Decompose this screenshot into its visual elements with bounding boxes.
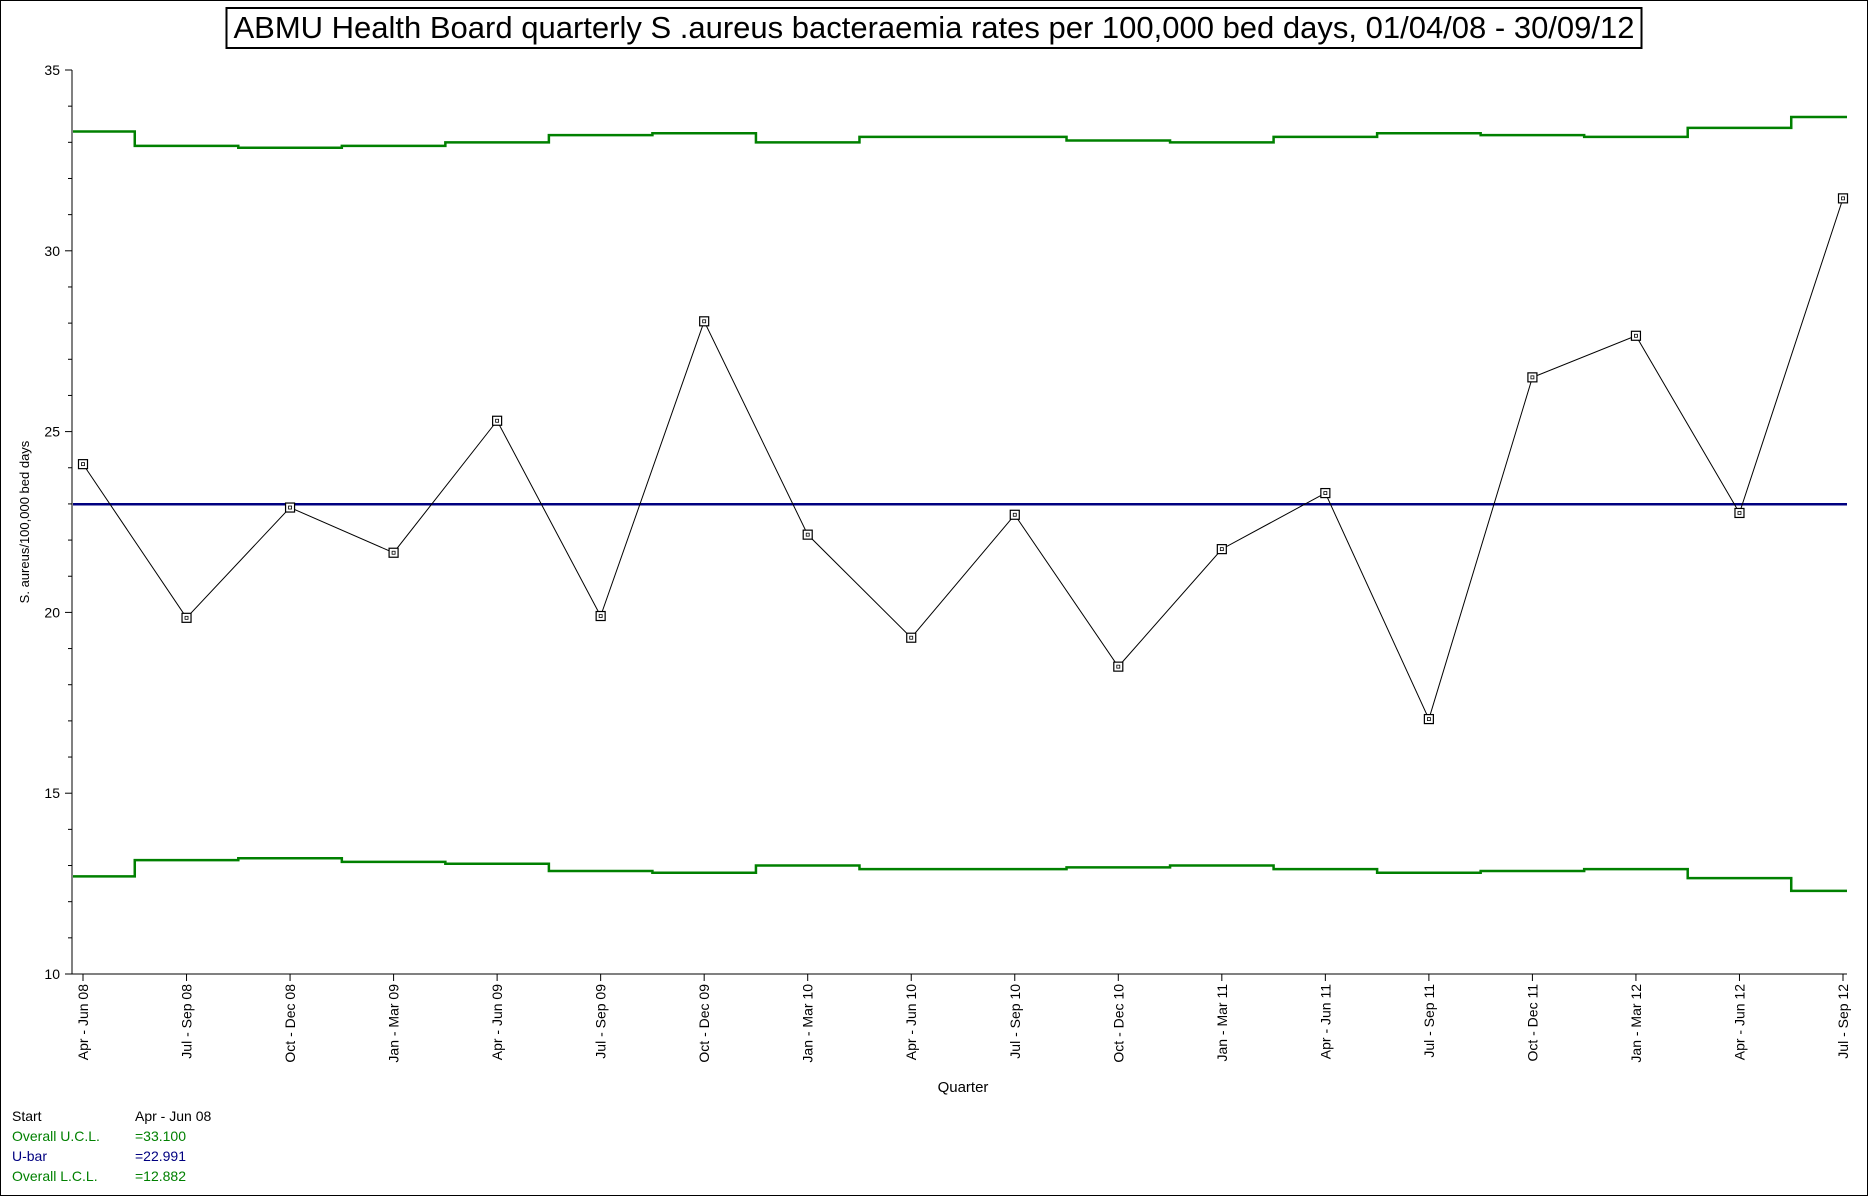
x-tick-label: Oct - Dec 09 bbox=[696, 984, 712, 1063]
x-tick-label: Apr - Jun 10 bbox=[903, 984, 919, 1060]
footer-start: Start Apr - Jun 08 bbox=[12, 1108, 211, 1124]
data-point-marker-inner bbox=[1012, 512, 1017, 517]
y-tick-label: 30 bbox=[44, 243, 60, 259]
data-point-marker bbox=[1113, 661, 1124, 672]
data-point-marker-inner bbox=[702, 319, 707, 324]
x-tick-label: Jul - Sep 09 bbox=[593, 984, 609, 1059]
data-point-marker bbox=[699, 316, 710, 327]
data-point-marker bbox=[1527, 372, 1538, 383]
x-tick-label: Jul - Sep 12 bbox=[1835, 984, 1851, 1059]
footer-lcl-value: =12.882 bbox=[135, 1168, 186, 1184]
data-point-marker bbox=[284, 502, 296, 513]
upper-control-limit-line bbox=[73, 115, 1847, 149]
footer-lcl-label: Overall L.C.L. bbox=[12, 1168, 98, 1184]
data-point-marker-inner bbox=[288, 505, 292, 510]
data-point-marker-inner bbox=[598, 614, 603, 618]
x-axis-label: Quarter bbox=[938, 1079, 989, 1096]
x-tick-label: Jul - Sep 08 bbox=[179, 984, 195, 1059]
data-point-marker bbox=[1216, 544, 1227, 555]
footer-start-value: Apr - Jun 08 bbox=[135, 1108, 212, 1124]
x-tick-label: Jul - Sep 11 bbox=[1421, 984, 1437, 1058]
data-point-marker bbox=[77, 459, 89, 470]
y-tick-label: 35 bbox=[44, 62, 60, 78]
data-point-marker-inner bbox=[1737, 511, 1742, 515]
data-series bbox=[77, 193, 1849, 725]
x-tick-label: Apr - Jun 08 bbox=[75, 984, 91, 1060]
x-tick-label: Apr - Jun 09 bbox=[489, 984, 505, 1060]
y-tick-label: 20 bbox=[44, 604, 60, 620]
footer-ucl: Overall U.C.L. =33.100 bbox=[12, 1128, 186, 1144]
footer-ubar-value: =22.991 bbox=[135, 1148, 186, 1164]
x-tick-label: Jan - Mar 09 bbox=[386, 984, 402, 1063]
data-point-marker-inner bbox=[1634, 333, 1638, 338]
y-axis-label: S. aureus/100,000 bed days bbox=[17, 440, 32, 603]
y-tick-label: 10 bbox=[44, 966, 60, 982]
data-point-marker-inner bbox=[391, 550, 396, 555]
y-tick-label: 15 bbox=[44, 785, 60, 801]
data-point-marker bbox=[492, 415, 503, 426]
data-point-marker bbox=[1320, 487, 1331, 499]
footer-ucl-label: Overall U.C.L. bbox=[12, 1128, 100, 1144]
chart-title: ABMU Health Board quarterly S .aureus ba… bbox=[233, 10, 1634, 45]
x-tick-label: Oct - Dec 08 bbox=[282, 984, 298, 1063]
x-tick-label: Jan - Mar 12 bbox=[1628, 984, 1644, 1063]
chart-title-group: ABMU Health Board quarterly S .aureus ba… bbox=[225, 7, 1643, 49]
data-point-marker-inner bbox=[81, 462, 85, 467]
x-tick-label: Oct - Dec 11 bbox=[1524, 984, 1540, 1062]
footer-ubar-label: U-bar bbox=[12, 1148, 48, 1164]
footer-ubar: U-bar =22.991 bbox=[12, 1148, 186, 1164]
control-limits bbox=[73, 115, 1847, 893]
data-series-line bbox=[82, 198, 1844, 721]
data-point-marker-inner bbox=[1530, 375, 1535, 380]
data-point-marker bbox=[1009, 509, 1020, 520]
data-point-marker-inner bbox=[805, 532, 810, 537]
data-point-marker-inner bbox=[1323, 491, 1328, 495]
data-point-marker bbox=[595, 610, 606, 622]
data-point-marker bbox=[906, 632, 917, 643]
x-tick-label: Oct - Dec 10 bbox=[1110, 984, 1126, 1063]
data-point-marker bbox=[1423, 713, 1434, 725]
lower-control-limit-line bbox=[73, 857, 1847, 893]
x-tick-label: Jan - Mar 10 bbox=[800, 984, 816, 1063]
footer-ucl-value: =33.100 bbox=[135, 1128, 186, 1144]
footer-lcl: Overall L.C.L. =12.882 bbox=[12, 1168, 186, 1184]
data-point-marker bbox=[388, 547, 399, 558]
data-point-marker-inner bbox=[1219, 547, 1224, 552]
data-point-marker-inner bbox=[184, 615, 189, 620]
data-point-marker-inner bbox=[1426, 717, 1431, 721]
data-point-marker-inner bbox=[909, 635, 914, 640]
x-tick-label: Jul - Sep 10 bbox=[1007, 984, 1023, 1059]
data-point-marker bbox=[1734, 507, 1745, 519]
data-point-marker bbox=[1630, 330, 1642, 341]
axes: 10 15 20 25 30 35 Apr - Jun 08 Jul - Sep 08 Oct … bbox=[44, 62, 1851, 1063]
data-point-marker bbox=[181, 612, 192, 623]
data-point-marker bbox=[802, 529, 813, 540]
x-tick-label: Jan - Mar 11 bbox=[1214, 984, 1230, 1062]
data-point-marker-inner bbox=[1841, 196, 1845, 201]
x-tick-label: Apr - Jun 11 bbox=[1317, 984, 1333, 1059]
data-point-marker-inner bbox=[1116, 664, 1121, 669]
chart-title-box bbox=[225, 7, 1643, 49]
data-point-marker-inner bbox=[495, 418, 500, 423]
y-tick-label: 25 bbox=[44, 424, 60, 440]
footer-start-label: Start bbox=[12, 1108, 42, 1124]
data-point-marker bbox=[1837, 193, 1849, 204]
x-tick-label: Apr - Jun 12 bbox=[1731, 984, 1747, 1060]
